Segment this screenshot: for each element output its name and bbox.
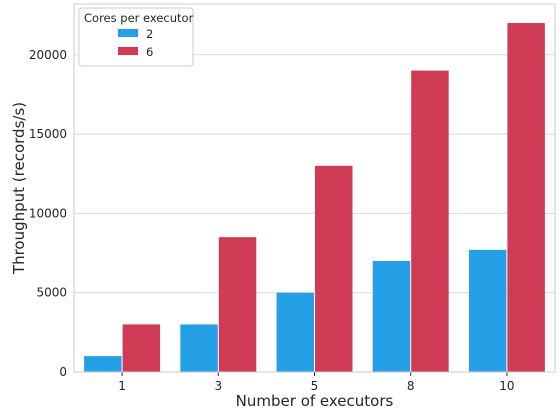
bar-2-cores-3-executors [180, 324, 218, 372]
legend-title: Cores per executor [84, 11, 194, 25]
bar-6-cores-1-executors [122, 324, 161, 372]
bar-2-cores-8-executors [372, 260, 411, 372]
legend-swatch-6 [118, 47, 138, 55]
plot-frame [73, 3, 556, 373]
legend-label-6: 6 [146, 45, 153, 59]
x-tick-label: 5 [311, 379, 319, 393]
x-tick-label: 1 [118, 379, 126, 393]
y-tick-label: 20000 [29, 48, 67, 62]
x-axis-label: Number of executors [236, 392, 394, 410]
y-tick-labels: 0 5000 10000 15000 20000 [29, 48, 67, 379]
x-tick-label: 3 [214, 379, 222, 393]
x-tick-labels: 1 3 5 8 10 [118, 372, 515, 393]
y-tick-label: 5000 [36, 286, 67, 300]
y-tick-label: 10000 [29, 206, 67, 220]
x-tick-label: 10 [499, 379, 514, 393]
legend-label-2: 2 [146, 27, 153, 41]
bar-6-cores-5-executors [315, 165, 353, 372]
y-tick-label: 15000 [29, 127, 67, 141]
bar-6-cores-3-executors [218, 237, 257, 372]
bar-6-cores-10-executors [507, 23, 545, 372]
bar-2-cores-10-executors [468, 249, 507, 372]
bar-2-cores-1-executors [84, 356, 122, 372]
bars [84, 23, 545, 372]
bar-2-cores-5-executors [276, 292, 314, 372]
x-tick-label: 8 [407, 379, 415, 393]
legend-swatch-2 [118, 29, 138, 37]
bar-6-cores-8-executors [411, 70, 449, 372]
y-axis-label: Throughput (records/s) [10, 102, 28, 275]
legend: Cores per executor 2 6 [78, 7, 194, 67]
y-tick-label: 0 [59, 365, 67, 379]
